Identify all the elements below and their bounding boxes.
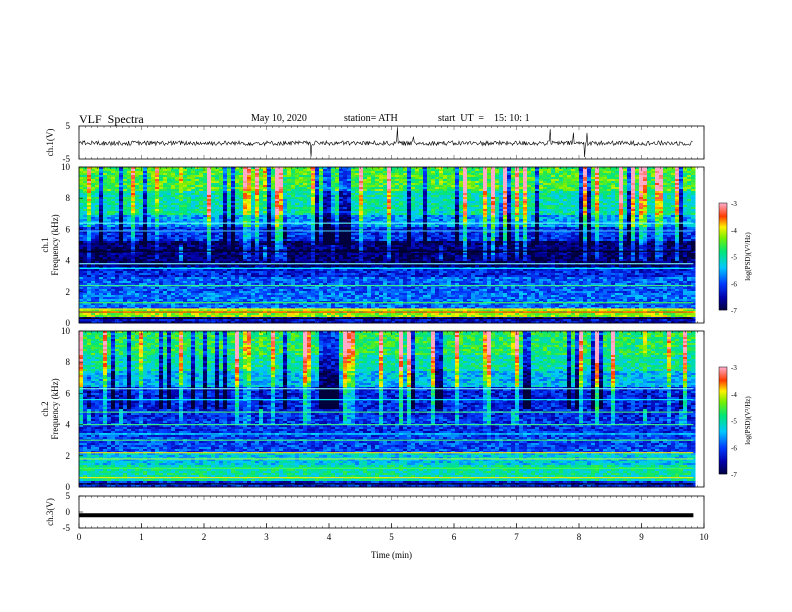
ch2-spectrogram-band-line	[79, 467, 694, 469]
ch1-spectrogram-band-line	[79, 308, 694, 310]
ch2-spectrogram-band-line	[79, 399, 694, 401]
xtick-label: 4	[327, 532, 332, 542]
ch1-colorbar-tick: -6	[731, 280, 737, 288]
ch1-colorbar-tick: -5	[731, 254, 737, 262]
ch1-colorbar-tick: -4	[731, 227, 737, 235]
ch2-spectrogram-image	[79, 331, 696, 488]
start-time-label: start UT = 15: 10: 1	[438, 113, 530, 124]
ch2-colorbar-label: log(PSD)(V²/Hz)	[744, 396, 752, 445]
ch1-freq-tick-label: 0	[66, 318, 71, 328]
ch1-spectrogram-band-line	[79, 302, 694, 304]
xtick-label: 2	[202, 532, 207, 542]
ch2-spectrogram-band-line	[79, 452, 694, 454]
ch1-ytick-label: -5	[63, 154, 71, 164]
ch2-spectrogram-band-line	[79, 424, 694, 426]
xtick-label: 8	[577, 532, 582, 542]
ch1-spectrogram-band-line	[79, 230, 694, 232]
xtick-label: 7	[514, 532, 519, 542]
ch2-colorbar-tick: -6	[731, 444, 737, 452]
ch2-freq-tick-label: 6	[66, 388, 71, 398]
ch1-spectrogram-band-line	[79, 263, 694, 265]
ch2-freq-tick-label: 2	[66, 451, 71, 461]
ch1-colorbar-tick: -7	[731, 307, 737, 315]
xtick-label: 9	[639, 532, 644, 542]
ch2-freq-axis-label: Frequency (kHz)	[50, 378, 60, 439]
figure-title: VLF Spectra	[79, 112, 144, 127]
ch1-spectrogram-band-line	[79, 311, 694, 313]
ch2-freq-tick-label: 8	[66, 357, 71, 367]
ch3-ytick-label: -5	[63, 523, 71, 533]
ch2-freq-tick-label: 0	[66, 482, 71, 492]
ch3-ts-ylabel: ch.3(V)	[45, 498, 55, 526]
x-axis-label: Time (min)	[371, 550, 412, 560]
ch2-colorbar-tick: -4	[731, 391, 737, 399]
ch1-colorbar-frame	[718, 202, 728, 311]
ch1-freq-tick-label: 2	[66, 287, 71, 297]
ch2-spectrogram-band-line	[79, 439, 694, 441]
ch1-ytick-label: 5	[66, 121, 71, 131]
ch2-spectrogram-band-line	[79, 411, 694, 413]
ch2-spectrogram-band-line	[79, 388, 694, 390]
ch1-colorbar	[719, 203, 727, 311]
ch1-freq-tick-label: 10	[61, 162, 71, 172]
ch1-freq-tick-label: 8	[66, 193, 71, 203]
ch2-spectrogram-band-line	[79, 483, 694, 485]
ch2-colorbar-tick: -7	[731, 471, 737, 479]
date-label: May 10, 2020	[251, 113, 307, 124]
xtick-label: 10	[700, 532, 710, 542]
ch1-colorbar-label: log(PSD)(V²/Hz)	[744, 232, 752, 281]
xtick-label: 6	[452, 532, 457, 542]
ch1-spectrogram-band-line	[79, 250, 694, 252]
ch2-spectrogram-band-line	[79, 458, 694, 460]
ch1-spectrogram-band-line	[79, 222, 694, 224]
ch1-spectrogram-band-line	[79, 267, 694, 269]
ch2-freq-tick-label: 10	[61, 326, 71, 336]
xtick-label: 0	[77, 532, 82, 542]
ch3-ytick-label: 5	[66, 491, 71, 501]
ch1-channel-label: ch.1	[40, 237, 50, 252]
ch2-colorbar-tick: -5	[731, 418, 737, 426]
ch2-colorbar-tick: -3	[731, 364, 737, 372]
ch1-ts-ylabel: ch.1(V)	[45, 129, 55, 157]
ch1-spectrogram-band-line	[79, 284, 694, 287]
xtick-label: 1	[139, 532, 144, 542]
ch2-colorbar-frame	[718, 366, 728, 475]
ch1-spectrogram-image	[79, 167, 696, 324]
xtick-label: 3	[264, 532, 269, 542]
ch1-freq-axis-label: Frequency (kHz)	[50, 214, 60, 275]
ch1-freq-tick-label: 4	[66, 256, 71, 266]
ch1-freq-tick-label: 6	[66, 224, 71, 234]
ch1-waveform	[78, 127, 693, 158]
ch2-spectrogram-band-line	[79, 433, 694, 435]
ch1-spectrogram-band-line	[79, 317, 694, 319]
ch1-colorbar-tick: -3	[731, 200, 737, 208]
ch2-freq-tick-label: 4	[66, 420, 71, 430]
ch2-channel-label: ch.2	[40, 401, 50, 416]
ch2-spectrogram-band-line	[79, 477, 694, 479]
ch2-colorbar	[719, 367, 727, 475]
xtick-label: 5	[389, 532, 394, 542]
station-label: station= ATH	[344, 113, 398, 124]
ch3-ytick-label: 0	[66, 507, 71, 517]
